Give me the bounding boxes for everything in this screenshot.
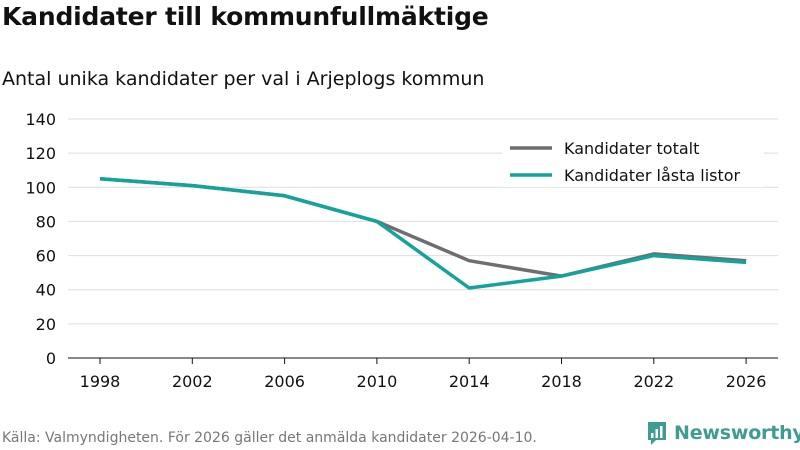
legend: Kandidater totalt Kandidater låsta listor <box>502 136 764 187</box>
chart-title: Kandidater till kommunfullmäktige <box>2 2 489 31</box>
x-tick-label: 2002 <box>172 372 213 391</box>
series-lines <box>99 177 747 290</box>
x-tick-label: 2010 <box>357 372 398 391</box>
x-axis: 1998 2002 2006 2010 2014 2018 2022 2026 <box>68 357 778 391</box>
x-tick-label: 2026 <box>726 372 767 391</box>
chart-subtitle: Antal unika kandidater per val i Arjeplo… <box>2 68 485 90</box>
y-tick-label: 100 <box>25 178 56 197</box>
bar-chart-icon <box>648 422 666 445</box>
brand-logo: Newsworthy <box>646 420 800 446</box>
x-tick-label: 1998 <box>80 372 121 391</box>
y-tick-label: 120 <box>25 144 56 163</box>
y-tick-label: 140 <box>25 110 56 129</box>
series-line-2 <box>99 177 747 290</box>
y-tick-label: 40 <box>36 281 56 300</box>
y-axis-labels: 0 20 40 60 80 100 120 140 <box>25 110 56 368</box>
brand-name: Newsworthy <box>674 422 800 444</box>
y-tick-label: 80 <box>36 212 56 231</box>
y-tick-label: 60 <box>36 247 56 266</box>
y-tick-label: 20 <box>36 315 56 334</box>
x-tick-label: 2014 <box>449 372 490 391</box>
legend-label: Kandidater låsta listor <box>564 166 741 185</box>
series-line-1 <box>99 177 747 278</box>
legend-label: Kandidater totalt <box>564 139 699 158</box>
x-tick-label: 2018 <box>541 372 582 391</box>
y-tick-label: 0 <box>46 349 56 368</box>
x-tick-label: 2022 <box>633 372 674 391</box>
x-tick-label: 2006 <box>264 372 305 391</box>
source-note: Källa: Valmyndigheten. För 2026 gäller d… <box>2 430 537 446</box>
grid-lines <box>68 118 778 325</box>
